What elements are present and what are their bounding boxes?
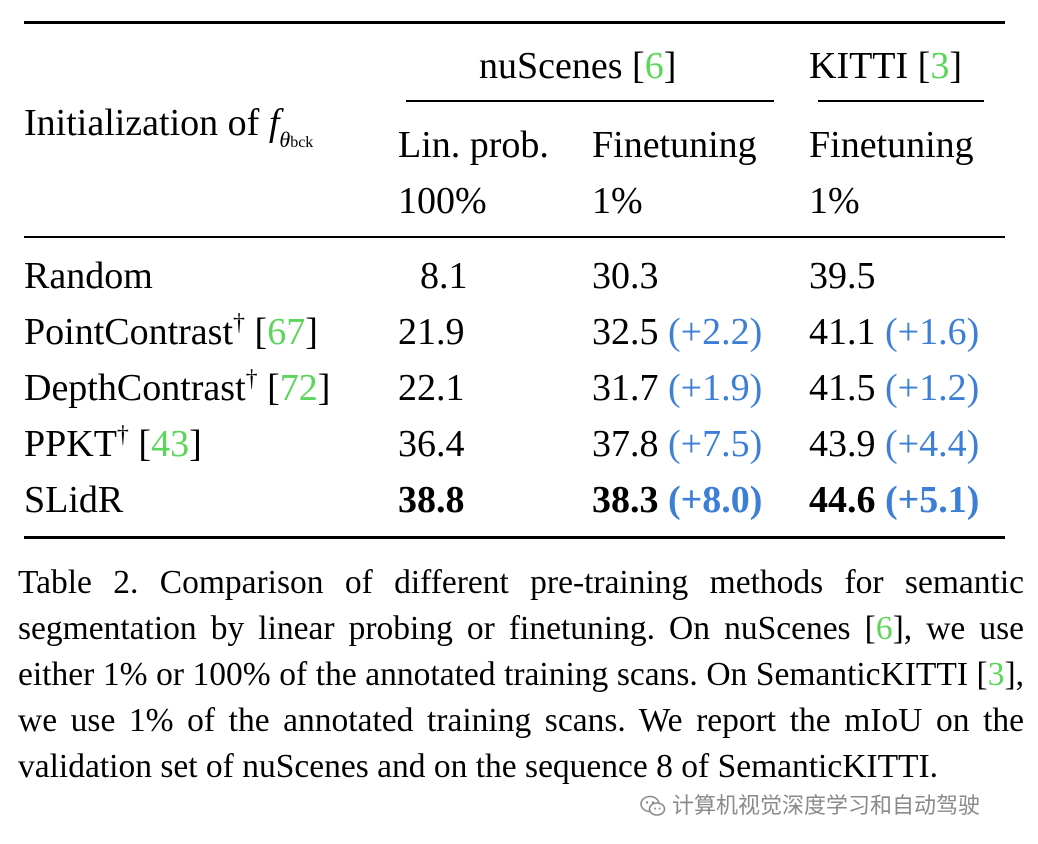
gain-value: (+7.5) [668,423,763,465]
row-method-name: SLidR [24,479,124,521]
citation-link[interactable]: 6 [644,45,664,87]
cell-linprob: 21.9 [398,311,465,353]
table-caption: Table 2. Comparison of different pre-tra… [18,564,1025,785]
citation-link[interactable]: 72 [279,367,318,409]
kitti-group-header: KITTI [3] [809,45,962,87]
row-method-name: PointContrast† [67] [24,310,318,353]
header-rule [24,236,1005,238]
gain-value: (+5.1) [885,479,980,521]
kitti-group-rule [818,100,984,102]
col-nu-finetune-header: Finetuning [592,124,757,166]
gain-value: (+1.6) [885,311,980,353]
cell-linprob: 22.1 [398,367,465,409]
gain-value: (+8.0) [668,479,763,521]
bottom-rule [24,536,1005,539]
watermark: 计算机视觉深度学习和自动驾驶 [640,788,980,820]
cell-kitti-finetune: 43.9 (+4.4) [809,423,980,465]
row-method-name: Random [24,255,153,297]
gain-value: (+2.2) [668,311,763,353]
col-nu-finetune-subheader: 1% [592,180,643,222]
cell-linprob: 38.8 [398,479,465,521]
col-linprob-header: Lin. prob. [398,124,549,166]
cell-nu-finetune: 37.8 (+7.5) [592,423,763,465]
row-method-name: PPKT† [43] [24,422,202,465]
gain-value: (+1.9) [668,367,763,409]
citation-link[interactable]: 6 [875,610,893,647]
gain-value: (+4.4) [885,423,980,465]
col-kitti-finetune-subheader: 1% [809,180,860,222]
citation-link[interactable]: 3 [987,656,1005,693]
cell-linprob: 36.4 [398,423,465,465]
cell-kitti-finetune: 41.5 (+1.2) [809,367,980,409]
init-header: Initialization of fθbck [24,102,314,152]
cell-nu-finetune: 31.7 (+1.9) [592,367,763,409]
cell-linprob: 8.1 [420,255,468,297]
nuscenes-group-rule [406,100,774,102]
citation-link[interactable]: 3 [930,45,950,87]
cell-kitti-finetune: 44.6 (+5.1) [809,479,980,521]
row-method-name: DepthContrast† [72] [24,366,331,409]
cell-nu-finetune: 38.3 (+8.0) [592,479,763,521]
gain-value: (+1.2) [885,367,980,409]
cell-nu-finetune: 30.3 [592,255,659,297]
citation-link[interactable]: 43 [151,423,190,465]
nuscenes-group-header: nuScenes [6] [479,45,677,87]
cell-nu-finetune: 32.5 (+2.2) [592,311,763,353]
citation-link[interactable]: 67 [267,311,306,353]
col-kitti-finetune-header: Finetuning [809,124,974,166]
top-rule [24,21,1005,24]
cell-kitti-finetune: 39.5 [809,255,876,297]
wechat-icon [640,795,666,817]
cell-kitti-finetune: 41.1 (+1.6) [809,311,980,353]
col-linprob-subheader: 100% [398,180,487,222]
